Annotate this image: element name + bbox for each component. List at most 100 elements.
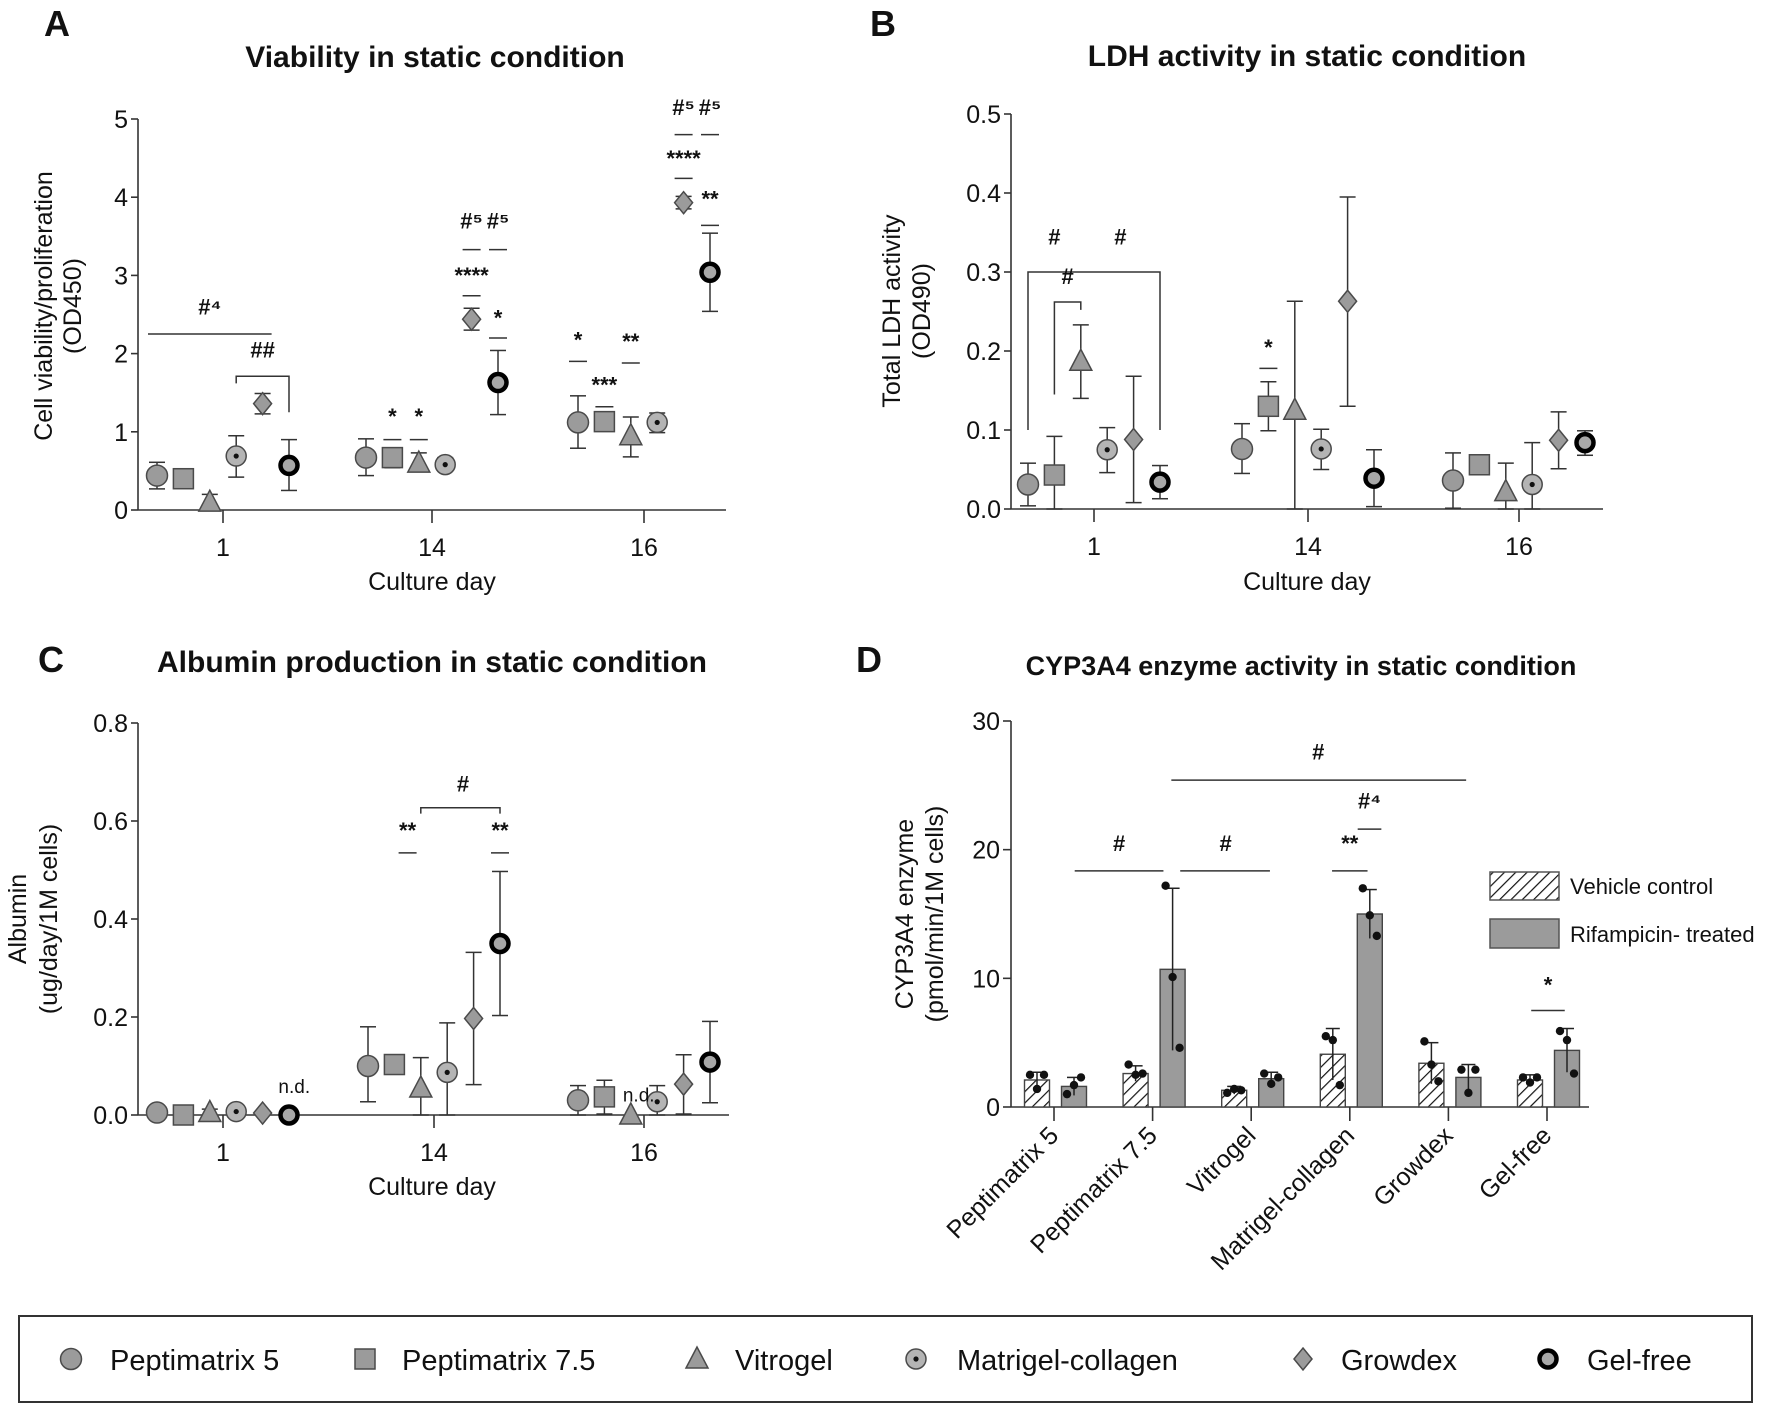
circle-marker: [356, 1054, 380, 1078]
square-marker: [1468, 454, 1491, 476]
center-dot: [442, 462, 448, 468]
square-marker: [1257, 395, 1280, 418]
triangle-marker: [1068, 347, 1094, 372]
significance-label: ****: [454, 263, 489, 288]
circle-marker: [354, 446, 378, 469]
data-point-circle-dot: [434, 453, 456, 476]
x-tick-label: 16: [630, 534, 658, 562]
x-tick-label: Gel-free: [1474, 1121, 1558, 1205]
data-point-ring: [699, 261, 721, 284]
center-dot: [1104, 447, 1110, 453]
panel-a-title: Viability in static condition: [245, 41, 625, 74]
significance-label: *: [494, 305, 503, 330]
ring-marker: [1363, 467, 1385, 489]
significance-label: *: [415, 404, 424, 429]
replicate-point: [1069, 1080, 1079, 1090]
data-point-circle-dot: [225, 1100, 247, 1123]
square-marker: [381, 446, 404, 469]
data-point-circle: [1230, 437, 1254, 461]
replicate-point: [1062, 1089, 1072, 1099]
data-point-diamond: [461, 307, 482, 332]
data-point-square: [1043, 464, 1066, 486]
triangle-marker: [618, 422, 644, 446]
legend-swatch-vehicle: [1489, 871, 1560, 901]
data-point-circle: [566, 1089, 590, 1112]
panel-d-legend: Vehicle control Rifampicin- treated: [1489, 871, 1755, 949]
y-tick-label: 0.1: [966, 417, 1001, 445]
data-point-ring: [487, 371, 509, 394]
significance-label: #: [1312, 740, 1324, 765]
data-point-diamond: [1337, 289, 1358, 314]
triangle-marker: [406, 449, 432, 473]
y-tick-label: 0: [114, 497, 128, 525]
legend-label-matrigel-collagen: Matrigel-collagen: [957, 1345, 1178, 1377]
data-point-diamond: [1123, 427, 1144, 452]
panel-c: C Albumin production in static condition…: [4, 639, 729, 1201]
data-point-ring: [1574, 431, 1596, 454]
replicate-point: [1032, 1084, 1042, 1094]
panel-d: D CYP3A4 enzyme activity in static condi…: [856, 639, 1755, 1276]
circle-marker: [59, 1347, 83, 1371]
panel-c-title: Albumin production in static condition: [157, 646, 707, 679]
replicate-point: [1518, 1073, 1528, 1082]
legend-label-vehicle: Vehicle control: [1570, 874, 1713, 899]
x-tick-label: 16: [630, 1139, 658, 1167]
square-marker: [383, 1053, 406, 1076]
significance-label: #: [1048, 224, 1060, 249]
data-point-ring: [489, 932, 511, 955]
replicate-point: [1555, 1026, 1565, 1036]
significance-label: ***: [592, 373, 618, 398]
replicate-point: [1138, 1069, 1147, 1078]
diamond-marker: [673, 190, 694, 215]
significance-label: *: [1264, 335, 1273, 360]
data-point-diamond: [252, 1100, 273, 1126]
significance-label: **: [399, 818, 417, 843]
legend-label-peptimatrix-7-5: Peptimatrix 7.5: [402, 1345, 595, 1377]
diamond-marker: [463, 1006, 484, 1031]
significance-label: #⁴: [198, 295, 221, 320]
legend-marker-triangle: [684, 1345, 710, 1369]
data-point-circle: [1016, 473, 1040, 496]
panel-c-plot: 0.0 0.2 0.4 0.6 0.8 1 14 16 # ** ** n.d. n.d.: [93, 710, 729, 1167]
significance-label: #⁴: [1358, 788, 1381, 813]
center-dot: [233, 1108, 239, 1115]
data-point-ring: [1363, 467, 1385, 489]
center-dot: [913, 1356, 919, 1362]
ring-marker: [699, 261, 721, 284]
significance-label: #: [457, 772, 469, 797]
x-tick-label: 1: [1087, 533, 1101, 561]
legend-marker-circle: [59, 1347, 83, 1371]
triangle-marker: [618, 1101, 644, 1125]
circle-marker: [566, 411, 590, 434]
ring-marker: [489, 932, 511, 955]
panel-b-plot: 0.00.10.20.30.40.51 14 16# ##*: [966, 101, 1603, 561]
panel-c-letter: C: [38, 639, 64, 680]
x-tick-label: Growdex: [1368, 1121, 1459, 1212]
significance-label: *: [574, 327, 583, 352]
panel-c-ylabel: Albumin: [4, 874, 32, 964]
y-tick-label: 0.2: [966, 338, 1001, 366]
data-point-circle-dot: [1521, 473, 1543, 496]
data-point-circle: [566, 411, 590, 434]
replicate-point: [1076, 1073, 1086, 1082]
y-tick-label: 1: [114, 419, 128, 447]
y-tick-label: 0: [986, 1094, 1000, 1122]
data-point-circle-dot: [436, 1061, 458, 1084]
data-point-ring: [278, 1104, 300, 1126]
y-tick-label: 0.6: [93, 808, 128, 836]
x-tick-label: 1: [216, 534, 230, 562]
replicate-point: [1365, 911, 1375, 920]
legend-markers: [59, 1345, 1559, 1372]
ring-marker: [699, 1051, 721, 1073]
significance-label: #⁵: [487, 208, 510, 233]
data-point-triangle: [618, 1101, 644, 1125]
panel-b-ylabel-unit: (OD490): [908, 263, 936, 359]
data-point-circle-dot: [646, 1091, 668, 1113]
x-tick-label: 1: [216, 1139, 230, 1167]
triangle-marker: [197, 488, 223, 512]
significance-bracket: [235, 375, 290, 413]
square-marker: [593, 410, 616, 433]
data-point-triangle: [1493, 478, 1519, 502]
